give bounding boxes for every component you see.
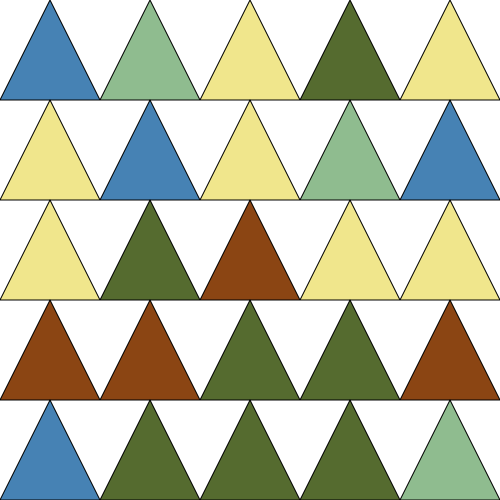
triangle-yellow-r2-c1 <box>0 98 101 201</box>
triangle-sage-r2-c4 <box>299 98 401 201</box>
triangle-olive-r5-c3 <box>199 398 301 500</box>
triangle-blue-r2-c5 <box>399 98 500 201</box>
triangle-sage-r1-c2 <box>99 0 201 101</box>
triangle-yellow-r2-c3 <box>199 98 301 201</box>
triangle-brown-r4-c1 <box>0 298 101 401</box>
triangle-brown-r4-c2 <box>99 298 201 401</box>
triangle-olive-r3-c2 <box>99 198 201 301</box>
triangle-blue-r2-c2 <box>99 98 201 201</box>
triangle-sage-r5-c5 <box>399 398 500 500</box>
triangle-yellow-r1-c5 <box>399 0 500 101</box>
triangle-olive-r4-c3 <box>199 298 301 401</box>
triangle-olive-r4-c4 <box>299 298 401 401</box>
triangle-yellow-r3-c1 <box>0 198 101 301</box>
triangle-blue-r1-c1 <box>0 0 101 101</box>
triangle-brown-r4-c5 <box>399 298 500 401</box>
triangle-olive-r5-c2 <box>99 398 201 500</box>
triangle-olive-r5-c4 <box>299 398 401 500</box>
triangle-blue-r5-c1 <box>0 398 101 500</box>
triangle-brown-r3-c3 <box>199 198 301 301</box>
triangle-yellow-r3-c4 <box>299 198 401 301</box>
triangle-yellow-r1-c3 <box>199 0 301 101</box>
triangle-yellow-r3-c5 <box>399 198 500 301</box>
triangle-olive-r1-c4 <box>299 0 401 101</box>
